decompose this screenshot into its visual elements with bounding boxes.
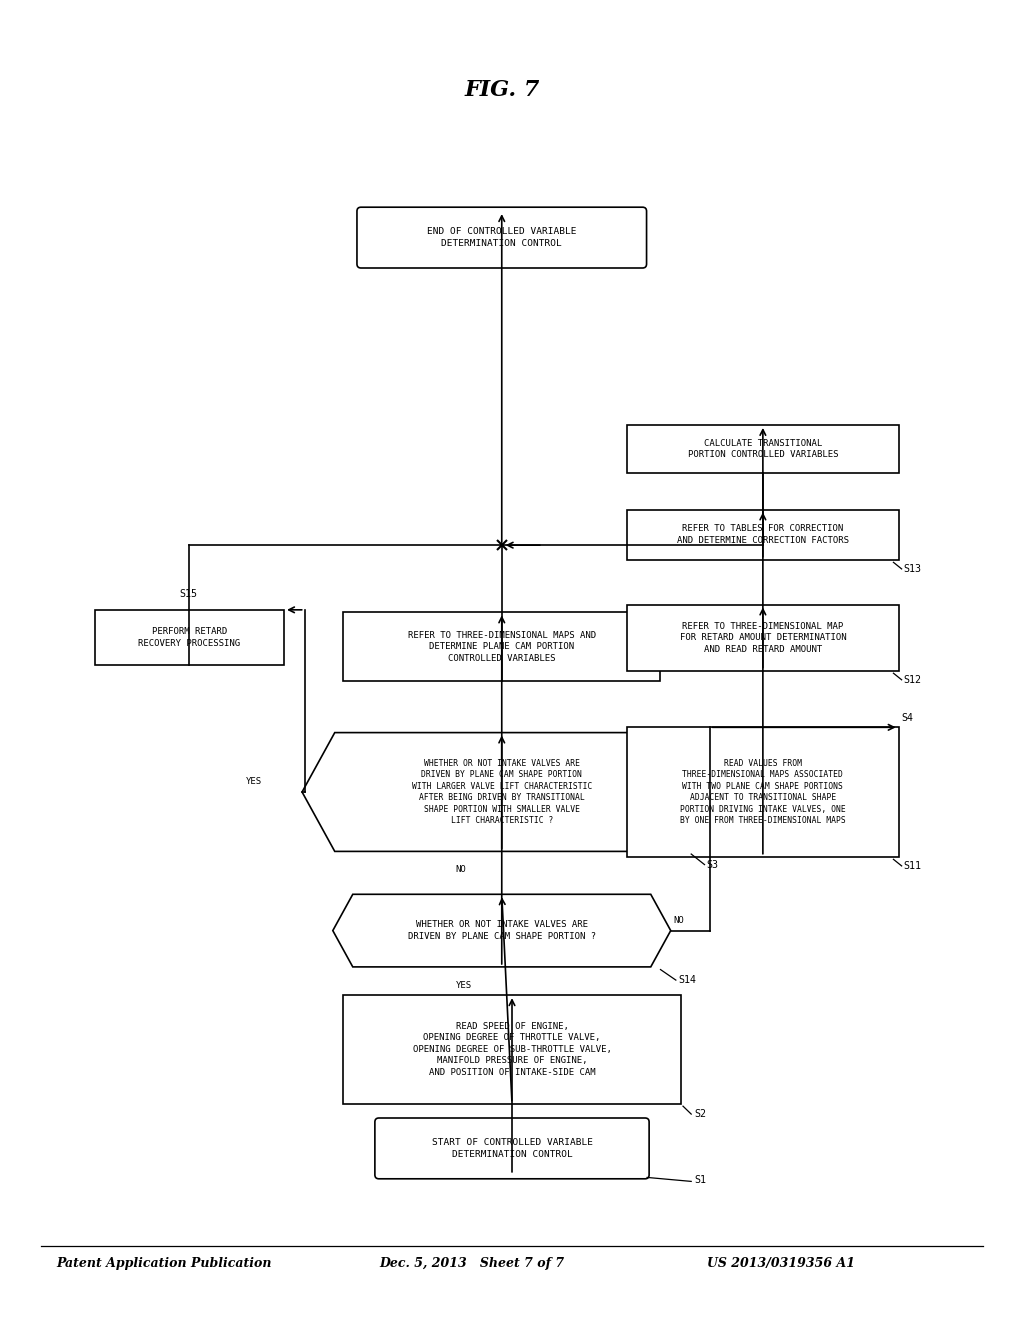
Text: NO: NO <box>674 916 684 924</box>
Text: S2: S2 <box>694 1109 707 1119</box>
Text: START OF CONTROLLED VARIABLE
DETERMINATION CONTROL: START OF CONTROLLED VARIABLE DETERMINATI… <box>431 1138 593 1159</box>
Bar <box>343 995 681 1104</box>
Text: S15: S15 <box>179 589 198 599</box>
Polygon shape <box>302 733 701 851</box>
Bar <box>343 612 660 681</box>
Text: READ VALUES FROM
THREE-DIMENSIONAL MAPS ASSOCIATED
WITH TWO PLANE CAM SHAPE PORT: READ VALUES FROM THREE-DIMENSIONAL MAPS … <box>680 759 846 825</box>
Text: READ SPEED OF ENGINE,
OPENING DEGREE OF THROTTLE VALVE,
OPENING DEGREE OF SUB-TH: READ SPEED OF ENGINE, OPENING DEGREE OF … <box>413 1022 611 1077</box>
Text: YES: YES <box>246 777 262 785</box>
Text: REFER TO THREE-DIMENSIONAL MAP
FOR RETARD AMOUNT DETERMINATION
AND READ RETARD A: REFER TO THREE-DIMENSIONAL MAP FOR RETAR… <box>680 622 846 653</box>
Text: S14: S14 <box>678 975 696 985</box>
Polygon shape <box>333 895 671 966</box>
Text: WHETHER OR NOT INTAKE VALVES ARE
DRIVEN BY PLANE CAM SHAPE PORTION ?: WHETHER OR NOT INTAKE VALVES ARE DRIVEN … <box>408 920 596 941</box>
Text: NO: NO <box>456 866 466 874</box>
Text: S1: S1 <box>694 1175 707 1185</box>
Bar <box>627 605 899 671</box>
Text: S3: S3 <box>707 859 719 870</box>
Bar <box>627 510 899 560</box>
Text: CALCULATE TRANSITIONAL
PORTION CONTROLLED VARIABLES: CALCULATE TRANSITIONAL PORTION CONTROLLE… <box>688 438 838 459</box>
Text: FIG. 7: FIG. 7 <box>464 79 540 100</box>
Text: END OF CONTROLLED VARIABLE
DETERMINATION CONTROL: END OF CONTROLLED VARIABLE DETERMINATION… <box>427 227 577 248</box>
Text: Dec. 5, 2013   Sheet 7 of 7: Dec. 5, 2013 Sheet 7 of 7 <box>379 1257 564 1270</box>
FancyBboxPatch shape <box>357 207 646 268</box>
FancyBboxPatch shape <box>375 1118 649 1179</box>
Text: US 2013/0319356 A1: US 2013/0319356 A1 <box>707 1257 855 1270</box>
Bar <box>627 727 899 857</box>
Text: S13: S13 <box>903 564 922 574</box>
Text: S4: S4 <box>901 713 913 723</box>
Text: REFER TO THREE-DIMENSIONAL MAPS AND
DETERMINE PLANE CAM PORTION
CONTROLLED VARIA: REFER TO THREE-DIMENSIONAL MAPS AND DETE… <box>408 631 596 663</box>
Bar <box>94 610 284 665</box>
Text: PERFORM RETARD
RECOVERY PROCESSING: PERFORM RETARD RECOVERY PROCESSING <box>138 627 241 648</box>
Text: WHETHER OR NOT INTAKE VALVES ARE
DRIVEN BY PLANE CAM SHAPE PORTION
WITH LARGER V: WHETHER OR NOT INTAKE VALVES ARE DRIVEN … <box>412 759 592 825</box>
Text: S12: S12 <box>903 675 922 685</box>
Text: S11: S11 <box>903 861 922 871</box>
Text: YES: YES <box>456 981 472 990</box>
Text: REFER TO TABLES FOR CORRECTION
AND DETERMINE CORRECTION FACTORS: REFER TO TABLES FOR CORRECTION AND DETER… <box>677 524 849 545</box>
Bar <box>627 425 899 473</box>
Text: Patent Application Publication: Patent Application Publication <box>56 1257 271 1270</box>
